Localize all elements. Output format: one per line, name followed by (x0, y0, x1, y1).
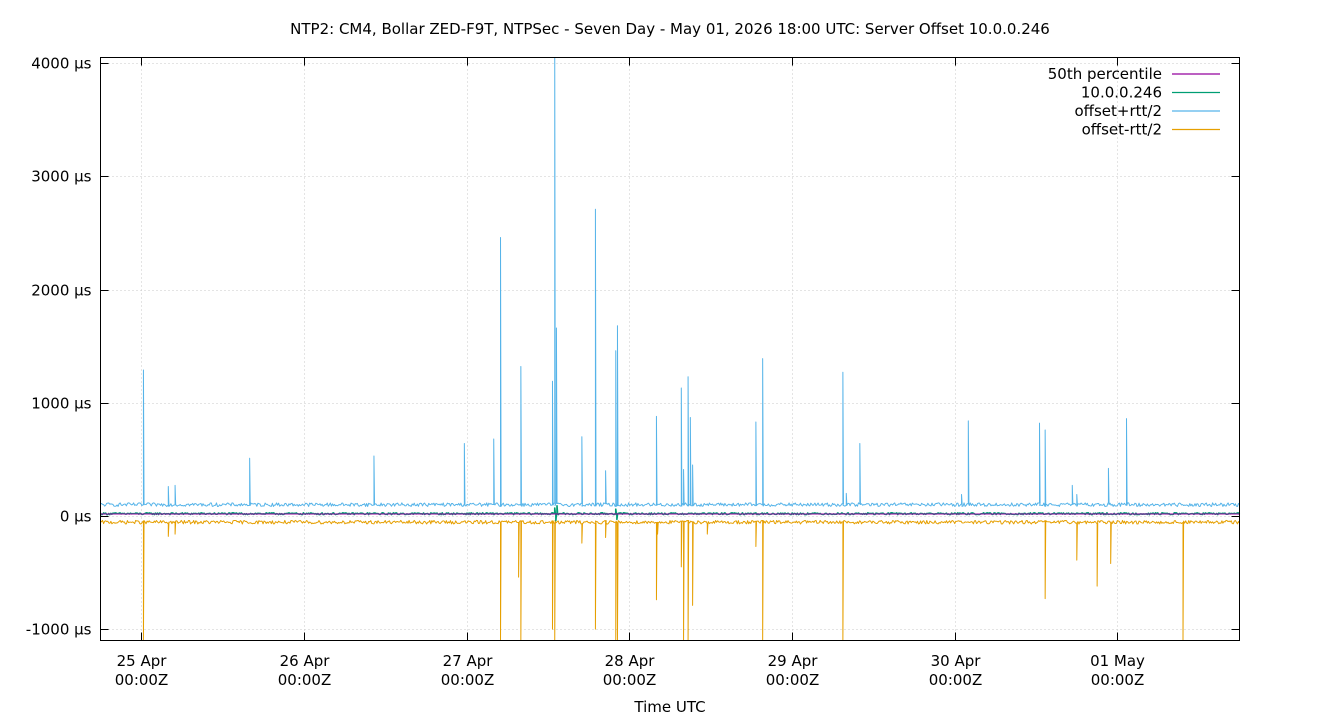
y-tick-label: 4000 µs (31, 55, 91, 73)
x-axis-label: Time UTC (633, 698, 705, 716)
series-line-offset-rtt-2 (100, 57, 1240, 507)
x-tick-label-time: 00:00Z (1091, 671, 1145, 689)
x-tick-label-time: 00:00Z (115, 671, 169, 689)
legend-label: 10.0.0.246 (1081, 84, 1162, 102)
series-line-offset-rtt-2 (100, 519, 1240, 641)
plot-series (99, 57, 1241, 641)
x-tick-label-time: 00:00Z (766, 671, 820, 689)
x-tick-label-date: 30 Apr (931, 652, 982, 670)
x-tick-label-time: 00:00Z (603, 671, 657, 689)
axis-ticks: 4000 µs 3000 µs 2000 µs 1000 µs 0 µs -1000 µs… (26, 55, 1240, 689)
x-tick-label-time: 00:00Z (441, 671, 495, 689)
y-tick-label: 0 µs (60, 508, 92, 526)
legend-label: offset+rtt/2 (1074, 102, 1162, 120)
x-tick-label-date: 28 Apr (605, 652, 656, 670)
legend-label: offset-rtt/2 (1082, 121, 1162, 139)
x-tick-label-date: 01 May (1090, 652, 1145, 670)
chart-title: NTP2: CM4, Bollar ZED-F9T, NTPSec - Seve… (290, 20, 1050, 38)
x-tick-label-date: 29 Apr (768, 652, 819, 670)
y-tick-label: 3000 µs (31, 168, 91, 186)
x-tick-label-date: 26 Apr (280, 652, 331, 670)
y-tick-label: 1000 µs (31, 395, 91, 413)
x-tick-label-date: 27 Apr (443, 652, 494, 670)
y-tick-label: -1000 µs (26, 621, 92, 639)
x-tick-label-time: 00:00Z (929, 671, 983, 689)
plot-frame (100, 57, 1240, 641)
x-tick-label-time: 00:00Z (278, 671, 332, 689)
y-tick-label: 2000 µs (31, 282, 91, 300)
x-tick-label-date: 25 Apr (117, 652, 168, 670)
legend-label: 50th percentile (1048, 65, 1162, 83)
legend: 50th percentile10.0.0.246offset+rtt/2off… (1048, 65, 1220, 139)
